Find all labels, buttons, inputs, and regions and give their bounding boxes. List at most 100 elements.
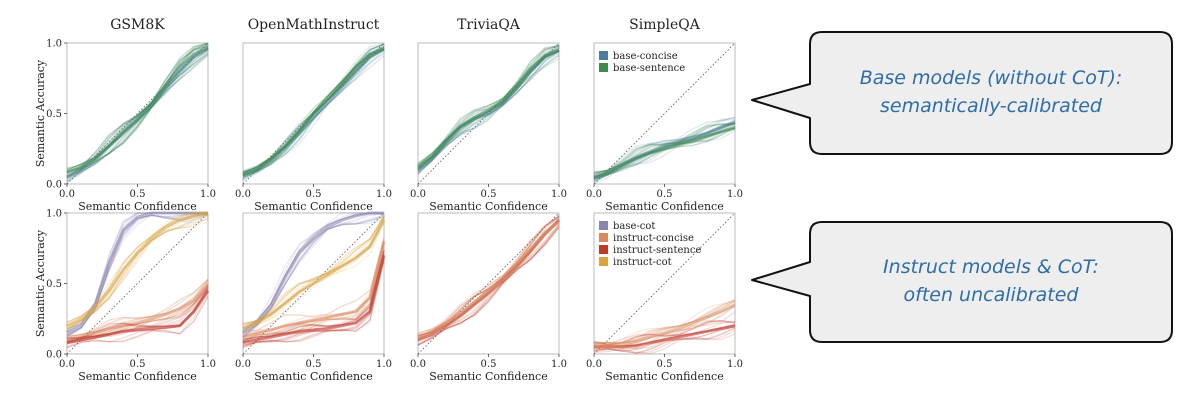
series-line bbox=[593, 299, 736, 344]
series-line bbox=[593, 123, 736, 173]
series-line bbox=[66, 42, 209, 171]
series-line bbox=[594, 303, 736, 347]
series-line bbox=[242, 215, 385, 326]
legend-label: base-sentence bbox=[613, 63, 685, 74]
series-instruct-sentence bbox=[242, 250, 386, 349]
panel-triviaqa: 0.0 0.5 1.0 Semantic Confidence bbox=[410, 212, 567, 383]
legend-label: base-concise bbox=[613, 51, 678, 62]
series-line bbox=[242, 259, 385, 348]
series-line bbox=[242, 215, 385, 325]
series-line bbox=[417, 219, 560, 337]
x-tick-label: 0.5 bbox=[306, 189, 322, 200]
y-tick-label: 0.0 bbox=[46, 180, 62, 191]
y-axis-label: Semantic Accuracy bbox=[34, 229, 47, 337]
series-line bbox=[66, 212, 208, 323]
series-line bbox=[593, 310, 736, 352]
series-line bbox=[66, 45, 209, 175]
legend-label: instruct-sentence bbox=[613, 245, 701, 256]
callout-instruct-models: Instruct models & CoT: often uncalibrate… bbox=[751, 221, 1173, 343]
series-instruct-cot bbox=[242, 214, 386, 334]
series-line bbox=[242, 215, 385, 328]
series-line bbox=[242, 243, 385, 342]
series-line bbox=[593, 299, 736, 344]
series-line bbox=[66, 282, 210, 342]
y-tick-label: 1.0 bbox=[46, 39, 62, 50]
series-line bbox=[66, 211, 209, 328]
series-line bbox=[593, 299, 736, 344]
series-line bbox=[66, 45, 209, 173]
chart-grid: GSM8K OpenMathInstruct TriviaQA SimpleQA Sem… bbox=[34, 17, 743, 383]
x-axis-label: Semantic Confidence bbox=[605, 200, 723, 213]
series-line bbox=[242, 250, 385, 341]
x-axis-label: Semantic Confidence bbox=[78, 200, 196, 213]
x-tick-label: 0.0 bbox=[235, 189, 251, 200]
series-line bbox=[242, 216, 385, 325]
series-line bbox=[66, 212, 208, 322]
series-line bbox=[593, 320, 736, 346]
series-line bbox=[66, 278, 209, 337]
legend-swatch bbox=[599, 221, 608, 230]
series-line bbox=[593, 123, 736, 174]
callout-line: Instruct models & CoT: bbox=[883, 256, 1099, 278]
series-line bbox=[417, 227, 560, 343]
series-line bbox=[593, 122, 736, 175]
x-axis-label: Semantic Confidence bbox=[254, 370, 372, 383]
series-line bbox=[242, 243, 385, 342]
x-axis-label: Semantic Confidence bbox=[429, 200, 547, 213]
series-line bbox=[242, 216, 385, 338]
series-base-sentence bbox=[417, 44, 560, 174]
column-title: TriviaQA bbox=[457, 17, 521, 33]
callout-line: semantically-calibrated bbox=[880, 95, 1103, 117]
panel-gsm8k: 0.0 0.5 1.0 0.0 0.5 1.0 Semantic Confidence bbox=[46, 209, 216, 384]
panel-simpleqa: 0.0 0.5 1.0 Semantic Confidence base-concise… bbox=[586, 42, 743, 213]
series-line bbox=[242, 238, 385, 333]
series-line bbox=[593, 118, 736, 174]
column-title: OpenMathInstruct bbox=[248, 17, 380, 33]
series-line bbox=[66, 49, 209, 178]
x-tick-label: 1.0 bbox=[727, 189, 743, 200]
series-line bbox=[417, 217, 560, 333]
series-line bbox=[66, 292, 209, 348]
series-line bbox=[242, 50, 385, 181]
series-line bbox=[66, 278, 209, 339]
series-line bbox=[66, 52, 209, 179]
series-line bbox=[417, 226, 560, 346]
callout-bubble bbox=[751, 31, 1173, 155]
series-line bbox=[417, 48, 560, 169]
y-tick-label: 0.5 bbox=[46, 279, 62, 290]
x-tick-label: 1.0 bbox=[727, 359, 743, 370]
series-line bbox=[66, 42, 209, 169]
series-line bbox=[242, 254, 386, 345]
series-line bbox=[593, 126, 736, 179]
callout-base-models: Base models (without CoT): semantically-… bbox=[751, 31, 1173, 155]
series-line bbox=[242, 212, 384, 328]
series-line bbox=[593, 329, 736, 354]
series-base-sentence bbox=[242, 43, 385, 180]
series-line bbox=[67, 287, 209, 338]
series-line bbox=[593, 319, 736, 345]
series-instruct-concise bbox=[242, 236, 386, 344]
series-line bbox=[242, 246, 385, 343]
series-line bbox=[66, 53, 209, 183]
series-line bbox=[66, 51, 209, 179]
x-tick-label: 0.5 bbox=[657, 189, 673, 200]
series-line bbox=[417, 52, 560, 175]
y-tick-label: 1.0 bbox=[46, 209, 62, 220]
y-axis-label: Semantic Accuracy bbox=[34, 59, 47, 167]
series-line bbox=[242, 250, 385, 341]
series-line bbox=[593, 333, 736, 355]
series-line bbox=[66, 220, 209, 332]
series-line bbox=[417, 51, 560, 174]
x-tick-label: 0.0 bbox=[586, 359, 602, 370]
series-line bbox=[242, 244, 385, 342]
series-instruct-concise bbox=[417, 216, 560, 343]
series-line bbox=[66, 215, 209, 339]
x-axis-label: Semantic Confidence bbox=[78, 370, 196, 383]
series-line bbox=[66, 218, 209, 332]
series-line bbox=[66, 42, 209, 171]
x-tick-label: 0.5 bbox=[130, 359, 146, 370]
x-tick-label: 1.0 bbox=[551, 359, 567, 370]
series-line bbox=[417, 216, 560, 335]
series-line bbox=[417, 218, 560, 340]
